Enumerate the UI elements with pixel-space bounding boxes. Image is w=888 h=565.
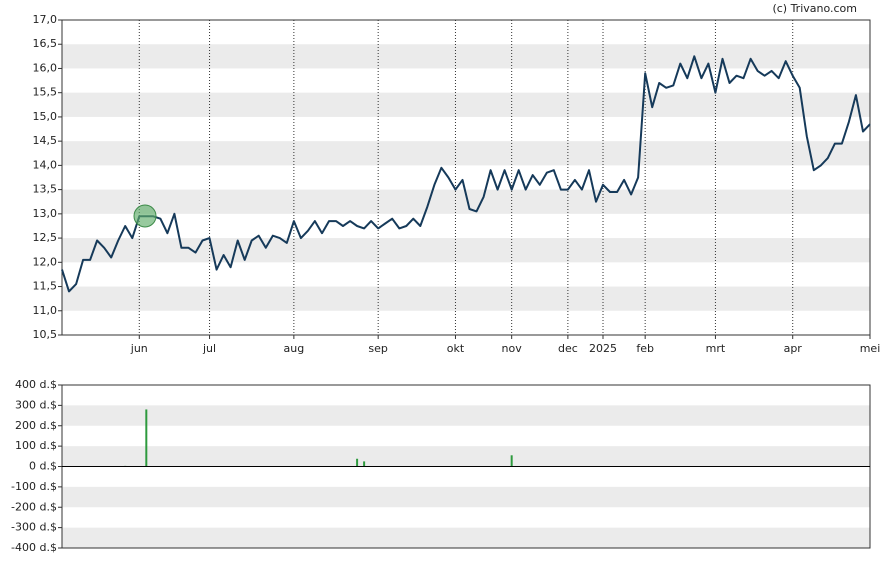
volume-bar <box>510 455 513 467</box>
volume-bar <box>145 409 148 467</box>
grid-band <box>62 238 870 263</box>
y-tick-label: 0 d.$ <box>29 460 57 473</box>
y-tick-label: 13,5 <box>33 183 58 196</box>
x-tick-label: apr <box>784 342 803 355</box>
x-tick-label: mrt <box>706 342 726 355</box>
plot-frame <box>61 19 871 336</box>
price-line <box>61 55 871 293</box>
x-tick-label: nov <box>502 342 523 355</box>
y-tick-label: 300 d.$ <box>15 398 57 411</box>
x-tick-label: jun <box>130 342 148 355</box>
y-tick-label: 10,5 <box>33 328 58 341</box>
grid-band <box>62 527 870 548</box>
y-tick-label: 14,5 <box>33 134 58 147</box>
y-tick-label: 11,0 <box>33 304 58 317</box>
x-tick-label: aug <box>284 342 305 355</box>
y-tick-label: 11,5 <box>33 280 58 293</box>
y-tick-label: 16,0 <box>33 61 58 74</box>
volume-bar <box>356 458 359 467</box>
x-tick-label: dec <box>558 342 578 355</box>
y-tick-label: -300 d.$ <box>11 521 57 534</box>
x-tick-label: okt <box>447 342 465 355</box>
y-tick-label: 100 d.$ <box>15 439 57 452</box>
y-tick-label: 15,0 <box>33 110 58 123</box>
volume-bar <box>363 461 366 467</box>
source: (c) Trivano.com <box>772 2 857 15</box>
grid-band <box>62 141 870 166</box>
y-tick-label: 400 d.$ <box>15 378 57 391</box>
grid-band <box>62 405 870 426</box>
y-tick-label: 200 d.$ <box>15 419 57 432</box>
grid-band <box>62 44 870 69</box>
event-marker <box>133 204 157 228</box>
y-tick-label: -100 d.$ <box>11 480 57 493</box>
y-tick-label: 12,0 <box>33 255 58 268</box>
y-tick-label: -400 d.$ <box>11 541 57 554</box>
x-tick-label: 2025 <box>589 342 617 355</box>
y-tick-label: 15,5 <box>33 86 58 99</box>
y-tick-label: 16,5 <box>33 37 58 50</box>
y-tick-label: 12,5 <box>33 231 58 244</box>
grid-band <box>62 486 870 508</box>
y-tick-label: 17,0 <box>33 13 58 26</box>
grid-band <box>62 446 870 467</box>
y-tick-label: 13,0 <box>33 207 58 220</box>
x-tick-label: mei <box>860 342 881 355</box>
y-tick-label: -200 d.$ <box>11 500 57 513</box>
x-tick-label: feb <box>636 342 654 355</box>
x-tick-label: sep <box>368 342 387 355</box>
grid-band <box>62 92 870 117</box>
y-tick-label: 14,0 <box>33 158 58 171</box>
grid-band <box>62 286 870 311</box>
x-tick-label: jul <box>202 342 216 355</box>
